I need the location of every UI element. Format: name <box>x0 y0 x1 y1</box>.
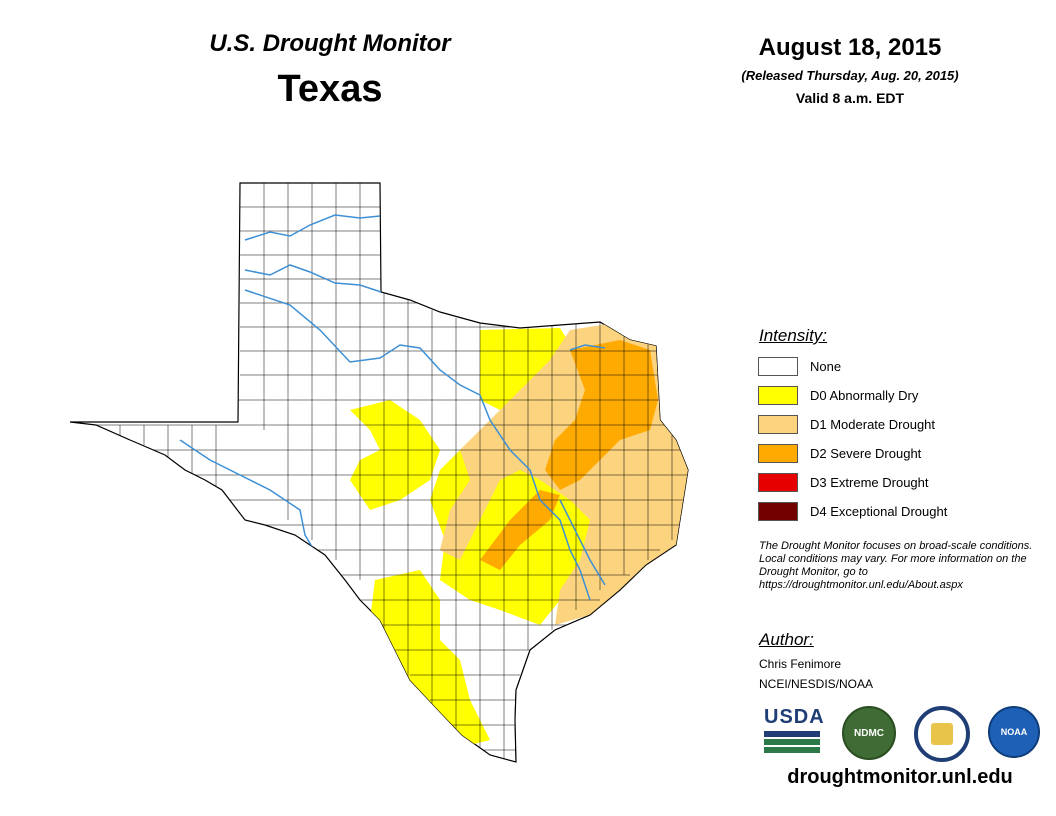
noaa-logo-text: NOAA <box>1000 727 1028 737</box>
commerce-seal-logo <box>914 706 970 762</box>
author-title: Author: <box>759 630 814 649</box>
gulf-coast <box>514 544 677 762</box>
legend-label: D3 Extreme Drought <box>810 475 929 490</box>
d0-region-east <box>430 328 610 625</box>
legend-label: None <box>810 359 842 374</box>
legend-swatch <box>758 357 798 376</box>
d0-region-south <box>370 570 490 745</box>
legend: None D0 Abnormally Dry D1 Moderate Drought… <box>758 352 947 526</box>
legend-swatch <box>758 502 798 521</box>
ndmc-logo: NDMC <box>842 706 896 760</box>
legend-swatch <box>758 444 798 463</box>
legend-swatch <box>758 473 798 492</box>
drought-monitor-note: The Drought Monitor focuses on broad-sca… <box>759 540 1033 591</box>
legend-item: D0 Abnormally Dry <box>758 381 947 410</box>
website-link[interactable]: droughtmonitor.unl.edu <box>787 766 1013 788</box>
usda-logo: USDA <box>764 706 825 753</box>
monitor-title: U.S. Drought Monitor <box>209 30 451 57</box>
legend-item: D2 Severe Drought <box>758 439 947 468</box>
texas-drought-map <box>69 182 689 763</box>
ndmc-logo-text: NDMC <box>854 727 884 739</box>
author-name: Chris Fenimore <box>759 657 842 671</box>
legend-item: None <box>758 352 947 381</box>
state-title: Texas <box>277 68 383 110</box>
legend-item: D1 Moderate Drought <box>758 410 947 439</box>
d2-region-northeast <box>545 340 658 490</box>
release-date: (Released Thursday, Aug. 20, 2015) <box>741 68 959 83</box>
county-grid <box>70 183 688 760</box>
author-org: NCEI/NESDIS/NOAA <box>759 677 874 691</box>
noaa-logo: NOAA <box>988 706 1040 758</box>
legend-item: D3 Extreme Drought <box>758 468 947 497</box>
legend-label: D1 Moderate Drought <box>810 417 936 432</box>
map-date: August 18, 2015 <box>758 34 942 61</box>
rivers <box>179 214 606 601</box>
legend-title: Intensity: <box>759 326 828 345</box>
legend-item: D4 Exceptional Drought <box>758 497 947 526</box>
legend-label: D2 Severe Drought <box>810 446 922 461</box>
legend-swatch <box>758 386 798 405</box>
valid-time: Valid 8 a.m. EDT <box>795 90 905 106</box>
legend-swatch <box>758 415 798 434</box>
legend-label: D4 Exceptional Drought <box>810 504 948 519</box>
d0-region-central <box>350 400 440 510</box>
legend-label: D0 Abnormally Dry <box>810 388 919 403</box>
usda-logo-text: USDA <box>764 706 825 728</box>
